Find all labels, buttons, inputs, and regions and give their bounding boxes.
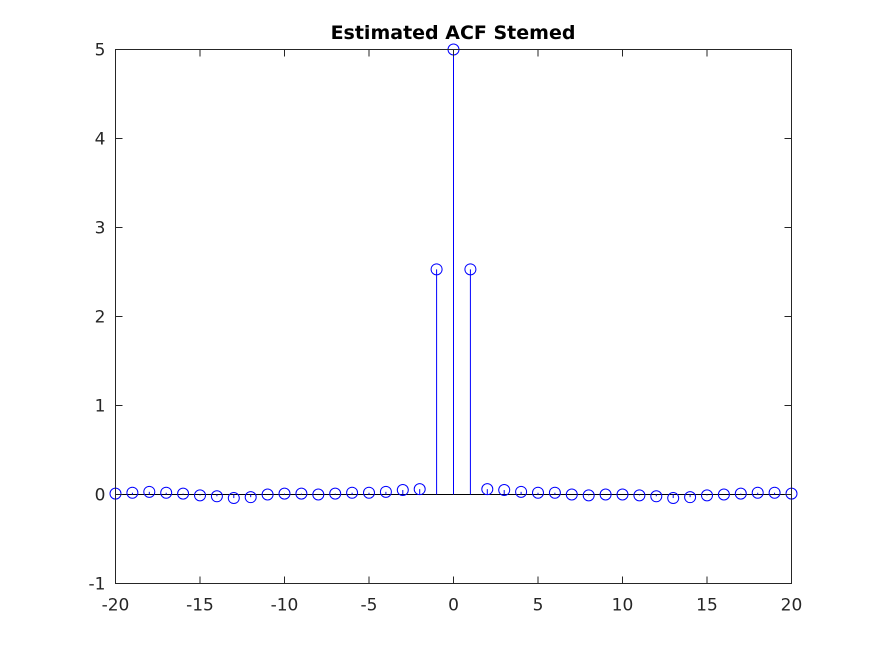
stem-marker (734, 487, 747, 500)
stem-marker (515, 485, 528, 498)
stem-marker (244, 491, 257, 504)
stem-marker (160, 486, 173, 499)
stem-marker (396, 484, 409, 497)
stem-marker (532, 486, 544, 499)
x-tick-label: 10 (612, 596, 634, 616)
stem-marker (143, 485, 156, 498)
stem-marker (227, 492, 240, 505)
stem-marker (498, 484, 511, 497)
stem-marker (633, 489, 646, 502)
stem-marker (177, 487, 190, 500)
stem-marker (261, 488, 274, 501)
x-tick-label: 0 (448, 596, 459, 616)
y-tick-label: 1 (95, 397, 106, 417)
x-tick-label: -10 (271, 596, 299, 616)
stem-marker (194, 489, 206, 502)
stem-marker (481, 483, 494, 496)
y-tick-label: 0 (95, 486, 106, 506)
stem-marker (565, 488, 578, 501)
x-tick-label: 15 (696, 596, 718, 616)
stem-marker (616, 488, 629, 501)
stem-marker (717, 488, 730, 501)
stem-marker (667, 492, 680, 505)
stem-marker (464, 263, 477, 276)
x-tick-label: 20 (781, 596, 803, 616)
stem-marker (768, 486, 781, 499)
stem-marker (582, 489, 595, 502)
x-tick-label: -20 (102, 596, 130, 616)
stem-marker (126, 486, 139, 499)
stem-marker (363, 486, 375, 499)
stem-marker (684, 491, 697, 504)
chart-title: Estimated ACF Stemed (331, 22, 576, 44)
stem-marker (312, 488, 325, 501)
stem-marker (346, 486, 359, 499)
stem-marker (379, 485, 392, 498)
stem-marker (548, 486, 561, 499)
x-tick-label: 5 (533, 596, 544, 616)
stem-marker (430, 263, 443, 276)
y-tick-label: -1 (89, 575, 106, 595)
stem-marker (210, 490, 223, 503)
y-tick-label: 2 (95, 308, 106, 328)
stem-marker (278, 487, 291, 500)
marks-layer (109, 43, 798, 505)
stem-marker (413, 483, 426, 496)
y-tick-label: 3 (95, 219, 106, 239)
stem-marker (295, 487, 308, 500)
stem-marker (650, 490, 663, 503)
stem-marker (701, 489, 713, 502)
x-tick-label: -5 (361, 596, 378, 616)
x-tick-label: -15 (186, 596, 214, 616)
stem-marker (329, 487, 342, 500)
stem-marker (751, 486, 764, 499)
y-tick-label: 4 (95, 130, 106, 150)
stem-marker (599, 488, 612, 501)
y-tick-label: 5 (95, 41, 106, 61)
